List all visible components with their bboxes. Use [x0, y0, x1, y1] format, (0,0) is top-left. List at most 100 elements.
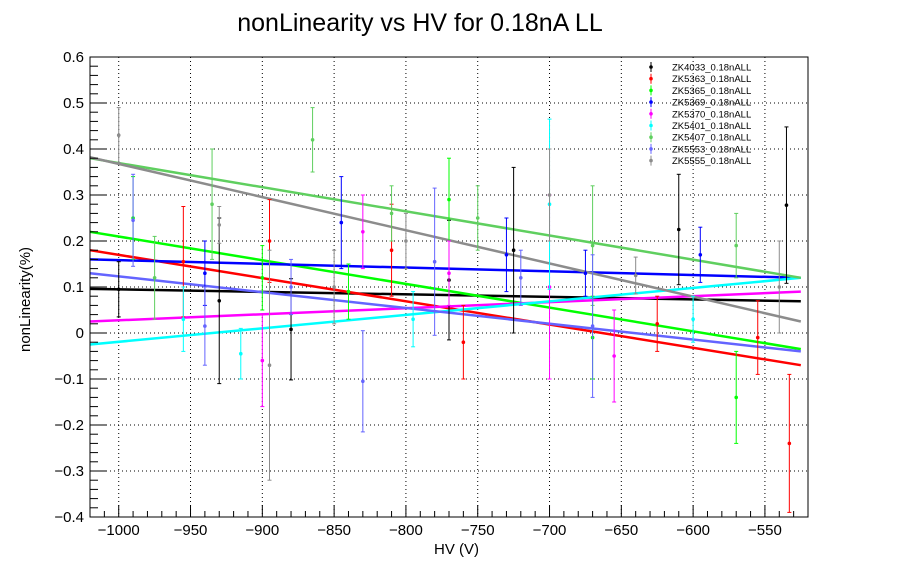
data-point: [511, 248, 516, 252]
data-point: [784, 203, 789, 207]
legend-entry: ZK5365_0.18nALL: [672, 86, 751, 97]
data-point: [583, 271, 588, 276]
data-point: [361, 379, 365, 384]
data-point: [447, 197, 451, 202]
data-point: [698, 253, 703, 257]
legend-marker: [649, 135, 653, 139]
data-point: [547, 193, 552, 197]
data-point: [267, 363, 272, 368]
data-point: [612, 354, 616, 358]
legend-entry: ZK5370_0.18nALL: [672, 109, 751, 120]
x-tick-label: −750: [461, 522, 495, 539]
data-point: [734, 395, 738, 400]
data-point: [203, 324, 207, 328]
data-point: [339, 220, 344, 225]
data-point: [238, 351, 243, 356]
data-point: [217, 223, 222, 227]
data-point: [152, 276, 157, 280]
legend-marker: [649, 123, 653, 128]
y-axis-label: nonLinearity(%): [17, 247, 34, 352]
data-point: [217, 299, 222, 303]
y-tick-label: 0.4: [63, 141, 84, 158]
data-point: [389, 211, 394, 216]
data-point: [777, 285, 782, 289]
y-tick-label: 0.1: [63, 279, 84, 296]
data-point: [203, 271, 207, 276]
x-tick-label: −1000: [98, 522, 140, 539]
data-point: [590, 243, 595, 248]
legend-marker: [649, 76, 653, 81]
y-tick-label: −0.2: [54, 417, 84, 434]
legend-entry: ZK5553_0.18nALL: [672, 144, 751, 155]
data-point: [475, 216, 480, 220]
fit-line: [89, 258, 801, 280]
fit-line: [89, 290, 801, 323]
legend-marker: [649, 88, 653, 93]
data-point: [519, 276, 523, 280]
legend-marker: [649, 158, 653, 163]
data-point: [787, 441, 792, 446]
x-tick-label: −650: [604, 522, 638, 539]
x-tick-label: −700: [533, 522, 567, 539]
x-tick-label: −950: [174, 522, 208, 539]
axis-ticks: −1000 −950 −900 −850 −800 −750 −700 −650 −600 −55…: [54, 49, 809, 539]
data-point: [181, 259, 186, 264]
y-tick-label: −0.1: [54, 371, 84, 388]
data-point: [289, 285, 293, 289]
data-point: [734, 243, 738, 248]
data-point: [332, 285, 336, 289]
data-point: [389, 248, 394, 252]
data-point: [346, 289, 351, 294]
y-tick-label: 0: [76, 325, 84, 342]
y-tick-label: −0.4: [54, 509, 84, 526]
x-axis-label: HV (V): [434, 541, 479, 558]
data-point: [289, 327, 293, 332]
data-point: [691, 317, 695, 322]
legend-entry: ZK5369_0.18nALL: [672, 98, 751, 109]
fit-line: [89, 156, 802, 323]
legend-entry: ZK5363_0.18nALL: [672, 74, 751, 85]
data-point: [676, 227, 681, 232]
fit-line: [89, 230, 802, 351]
x-tick-label: −850: [317, 522, 351, 539]
x-tick-label: −600: [676, 522, 710, 539]
fit-line: [89, 287, 801, 303]
data-point: [590, 324, 595, 328]
legend-marker: [649, 147, 653, 151]
fit-lines: [89, 156, 802, 367]
fit-line: [89, 156, 802, 280]
y-tick-label: 0.6: [63, 49, 84, 66]
legend-entry: ZK5555_0.18nALL: [672, 156, 751, 167]
legend-entry: ZK4033_0.18nALL: [672, 63, 751, 74]
data-point: [267, 239, 272, 243]
x-tick-label: −900: [245, 522, 279, 539]
legend-marker: [649, 100, 653, 104]
data-point: [633, 273, 638, 278]
legend: ZK4033_0.18nALLZK5363_0.18nALLZK5365_0.1…: [649, 62, 751, 167]
chart-title: nonLinearity vs HV for 0.18nA LL: [237, 9, 603, 37]
y-tick-label: 0.2: [63, 233, 84, 250]
data-point: [116, 287, 121, 292]
data-point: [131, 218, 135, 223]
legend-entry: ZK5401_0.18nALL: [672, 121, 751, 132]
data-point: [181, 317, 186, 322]
data-point: [361, 230, 365, 234]
data-point: [504, 253, 509, 257]
legend-marker: [649, 112, 653, 116]
data-point: [116, 133, 121, 137]
legend-entry: ZK5407_0.18nALL: [672, 133, 751, 144]
data-point: [461, 340, 466, 345]
data-point: [655, 322, 660, 326]
data-point: [260, 358, 265, 363]
data-point: [404, 239, 408, 243]
y-tick-label: 0.3: [63, 187, 84, 204]
data-point: [447, 271, 451, 276]
data-point: [210, 202, 214, 206]
y-tick-label: 0.5: [63, 95, 84, 112]
data-points: [116, 107, 792, 513]
fit-line: [89, 271, 801, 353]
x-tick-label: −800: [389, 522, 423, 539]
y-tick-label: −0.3: [54, 463, 84, 480]
data-point: [310, 138, 315, 142]
